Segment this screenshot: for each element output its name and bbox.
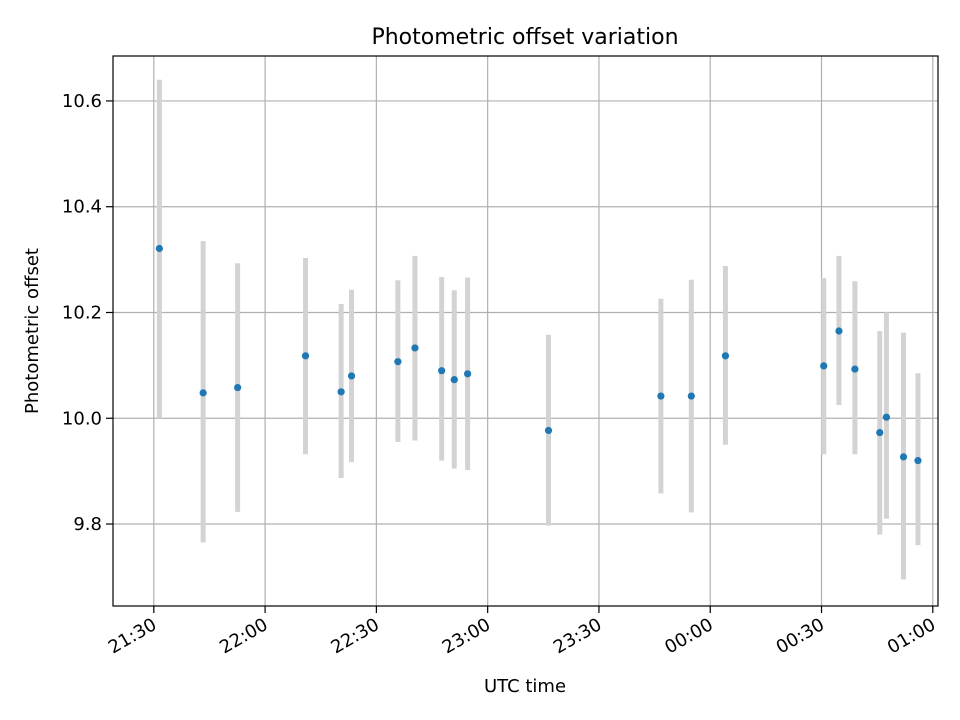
x-tick-label: 22:00 — [216, 614, 271, 658]
y-tick-label: 10.6 — [62, 91, 102, 112]
data-point — [464, 370, 472, 378]
plot-area-frame — [112, 55, 939, 607]
x-axis-label: UTC time — [484, 676, 566, 697]
x-tick-label: 00:30 — [773, 614, 828, 658]
data-point — [657, 392, 665, 400]
data-point — [199, 389, 207, 397]
data-point — [411, 344, 419, 352]
x-tick-label: 23:30 — [550, 614, 605, 658]
y-tick-label: 10.2 — [62, 302, 102, 323]
x-tick-label: 21:30 — [105, 614, 160, 658]
data-point — [347, 372, 356, 380]
chart-title: Photometric offset variation — [371, 25, 678, 50]
data-point — [155, 244, 163, 253]
data-point — [544, 426, 553, 435]
y-tick-label: 10.4 — [62, 197, 102, 218]
data-point — [301, 352, 310, 360]
y-tick-label: 9.8 — [73, 514, 102, 535]
data-point — [438, 367, 446, 375]
data-point — [820, 362, 828, 370]
error-bars — [156, 79, 921, 580]
x-tick-label: 23:00 — [439, 614, 494, 658]
data-point — [687, 392, 695, 400]
y-axis-ticks: 9.8 10.0 10.2 10.4 10.6 — [62, 91, 113, 535]
x-axis-ticks: 21:30 22:00 22:30 23:00 23:30 00:00 00:30 01:00 — [105, 606, 939, 658]
x-tick-label: 22:30 — [327, 614, 382, 658]
grid — [113, 56, 938, 606]
data-point — [882, 413, 891, 421]
y-axis-label: Photometric offset — [22, 248, 43, 414]
x-tick-label: 01:00 — [884, 614, 939, 658]
data-points — [155, 244, 922, 465]
data-point — [721, 352, 730, 360]
data-point — [450, 376, 458, 384]
data-point — [851, 365, 859, 373]
x-tick-label: 00:00 — [661, 614, 716, 658]
data-point — [899, 453, 908, 461]
data-point — [337, 388, 345, 396]
data-point — [835, 327, 843, 335]
data-point — [876, 428, 884, 437]
data-point — [394, 358, 402, 366]
data-point — [234, 383, 242, 392]
data-point — [914, 456, 922, 465]
y-tick-label: 10.0 — [62, 408, 102, 429]
